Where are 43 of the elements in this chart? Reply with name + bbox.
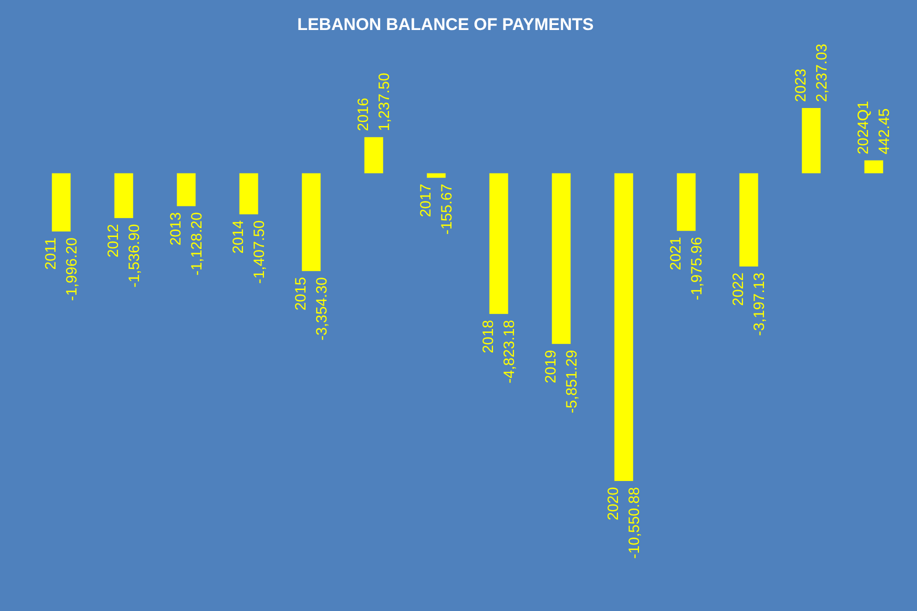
data-label: 2,237.03 [813, 44, 830, 102]
x-tick-label: 2013 [167, 212, 184, 246]
data-label: -1,407.50 [250, 220, 268, 284]
x-tick-label: 2011 [42, 237, 60, 270]
x-tick-label: 2016 [354, 98, 372, 132]
bar [676, 173, 696, 231]
x-tick-label: 2019 [542, 350, 560, 384]
data-label: -4,823.18 [500, 320, 518, 384]
bar [52, 173, 71, 232]
x-tick-label: 2012 [104, 224, 122, 258]
bar [114, 173, 134, 218]
data-label: -3,197.13 [750, 272, 768, 336]
data-label: -1,975.96 [688, 236, 706, 300]
bar [364, 137, 384, 174]
x-tick-label: 2022 [730, 272, 747, 306]
x-tick-label: 2020 [604, 487, 622, 520]
bar [802, 108, 821, 174]
x-tick-label: 2021 [667, 236, 684, 270]
data-label: -1,996.20 [63, 237, 80, 301]
data-label: -3,354.30 [313, 277, 330, 340]
data-label: -1,536.90 [126, 224, 143, 288]
bar [489, 173, 508, 314]
bar [614, 173, 634, 481]
data-label: 1,237.50 [376, 72, 393, 132]
bar [552, 173, 571, 344]
data-label: -10,550.88 [626, 487, 643, 559]
data-label: -155.67 [438, 184, 456, 235]
data-label: -1,128.20 [188, 212, 206, 276]
bar [176, 173, 196, 206]
x-tick-label: 2024Q1 [854, 100, 872, 154]
x-tick-label: 2014 [230, 220, 247, 254]
chart-title: LEBANON BALANCE OF PAYMENTS [297, 15, 594, 34]
bar [426, 173, 446, 178]
x-tick-label: 2018 [480, 320, 497, 354]
x-tick-label: 2023 [792, 68, 810, 102]
data-label: -5,851.29 [563, 350, 580, 414]
bar [864, 160, 884, 174]
bar [302, 173, 321, 272]
x-tick-label: 2015 [292, 277, 310, 310]
bar [239, 173, 258, 214]
bar [739, 173, 758, 267]
x-tick-label: 2017 [417, 184, 434, 218]
data-label: 442.45 [876, 108, 893, 154]
